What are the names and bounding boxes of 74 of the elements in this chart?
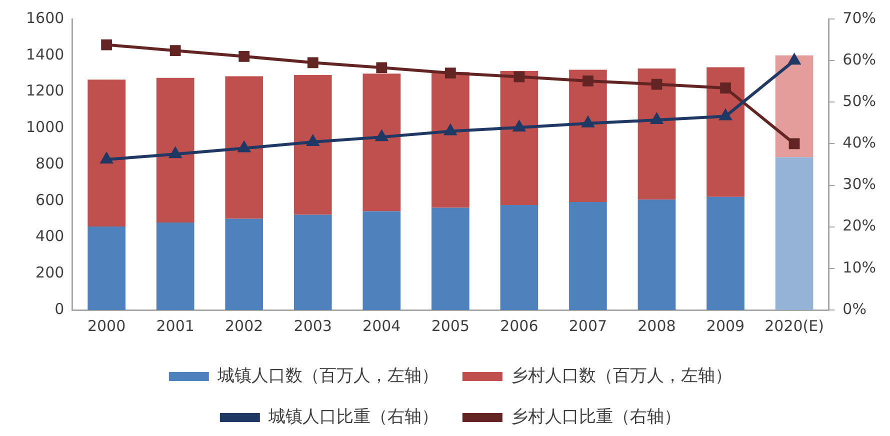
bar	[706, 67, 744, 197]
point	[444, 68, 456, 78]
point	[306, 134, 320, 146]
x-tick-label: 2000	[87, 316, 126, 335]
legend-label: 乡村人口数（百万人，左轴）	[510, 366, 732, 386]
y2-tick-label: 50%	[842, 92, 876, 110]
bar	[569, 202, 607, 310]
point	[582, 75, 594, 86]
bar	[432, 72, 470, 208]
y-tick-label: 1400	[26, 45, 64, 64]
point	[444, 124, 457, 136]
x-tick-label: 2008	[638, 316, 676, 335]
bar	[775, 55, 814, 158]
point	[168, 146, 182, 158]
bar	[432, 208, 470, 310]
bar	[638, 68, 676, 200]
point	[512, 120, 526, 132]
y2-tick-label: 0%	[842, 300, 866, 318]
y-tick-label: 800	[36, 154, 64, 172]
bar	[88, 80, 126, 227]
bar	[156, 222, 194, 310]
point	[170, 45, 181, 56]
x-tick-label: 2003	[294, 316, 332, 335]
x-tick-label: 2004	[362, 316, 401, 335]
x-tick-label: 2006	[500, 316, 538, 335]
y2-tick-label: 20%	[842, 216, 876, 235]
point	[307, 57, 318, 68]
y2-tick-label: 40%	[842, 134, 876, 152]
y2-tick-label: 60%	[842, 50, 876, 68]
legend-label: 城镇人口数（百万人，左轴）	[216, 366, 438, 386]
bar	[294, 214, 332, 310]
x-tick-label: 2005	[431, 316, 470, 335]
bar	[294, 75, 332, 215]
bar	[88, 226, 126, 310]
x-tick-label: 2020(E)	[764, 316, 824, 335]
legend-label: 乡村人口比重（右轴）	[510, 406, 681, 427]
bar	[156, 78, 194, 223]
bar	[500, 205, 538, 310]
y-tick-label: 0	[54, 300, 64, 318]
bar	[362, 211, 401, 310]
point	[718, 108, 732, 120]
x-tick-label: 2007	[568, 316, 608, 335]
point	[650, 112, 664, 124]
point	[101, 39, 112, 50]
legend-label: 城镇人口比重（右轴）	[267, 406, 438, 427]
x-tick-label: 2009	[706, 316, 745, 335]
point	[238, 140, 251, 152]
bar	[225, 218, 264, 310]
bar	[706, 196, 744, 310]
point	[581, 116, 595, 128]
y-tick-label: 1000	[26, 118, 64, 136]
point	[238, 50, 250, 62]
point	[514, 71, 525, 82]
point	[720, 82, 731, 94]
point	[651, 78, 662, 90]
bar	[225, 76, 264, 219]
bar	[362, 74, 401, 212]
point	[100, 152, 114, 164]
bar	[569, 70, 607, 202]
bar	[775, 157, 814, 310]
y-tick-label: 1600	[26, 8, 64, 27]
y-tick-label: 1200	[26, 82, 64, 100]
y2-tick-label: 10%	[842, 258, 876, 276]
y-tick-label: 600	[36, 190, 64, 209]
y-tick-label: 400	[36, 227, 64, 246]
point	[375, 130, 388, 142]
bar	[500, 71, 538, 206]
point	[376, 62, 388, 74]
y2-tick-label: 30%	[842, 175, 876, 194]
bar	[638, 200, 676, 310]
y2-tick-label: 70%	[842, 8, 876, 27]
x-tick-label: 2001	[156, 316, 194, 335]
x-tick-label: 2002	[225, 316, 264, 335]
y-tick-label: 200	[36, 264, 64, 282]
